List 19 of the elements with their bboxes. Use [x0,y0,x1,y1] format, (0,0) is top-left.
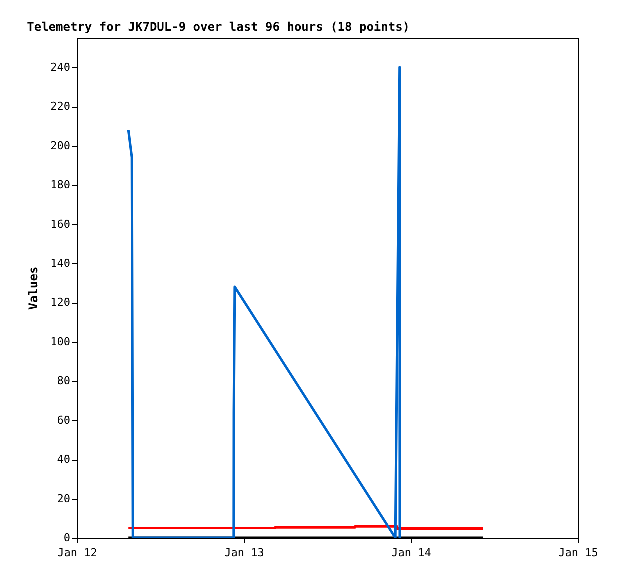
y-tick-label: 240 [50,60,70,74]
y-tick-label: 160 [50,218,70,231]
y-tick-label: 60 [57,414,70,427]
x-tick-label: Jan 13 [224,546,264,560]
y-tick-label: 40 [57,453,70,466]
y-tick-label: 20 [57,492,70,506]
y-tick-label: 120 [50,296,70,310]
chart-title: Telemetry for JK7DUL-9 over last 96 hours (18 points) [27,20,410,34]
x-tick-label: Jan 12 [58,546,98,560]
y-tick-label: 200 [50,139,70,152]
y-axis-title: Values [26,266,41,310]
y-tick-label: 140 [50,256,70,270]
y-tick-label: 180 [50,178,70,192]
y-tick-label: 220 [50,100,70,114]
x-tick-label: Jan 15 [558,546,598,560]
x-tick-label: Jan 14 [392,546,432,560]
y-tick-label: 80 [57,374,70,388]
y-tick-label: 100 [50,335,70,348]
y-tick-label: 0 [64,532,70,544]
